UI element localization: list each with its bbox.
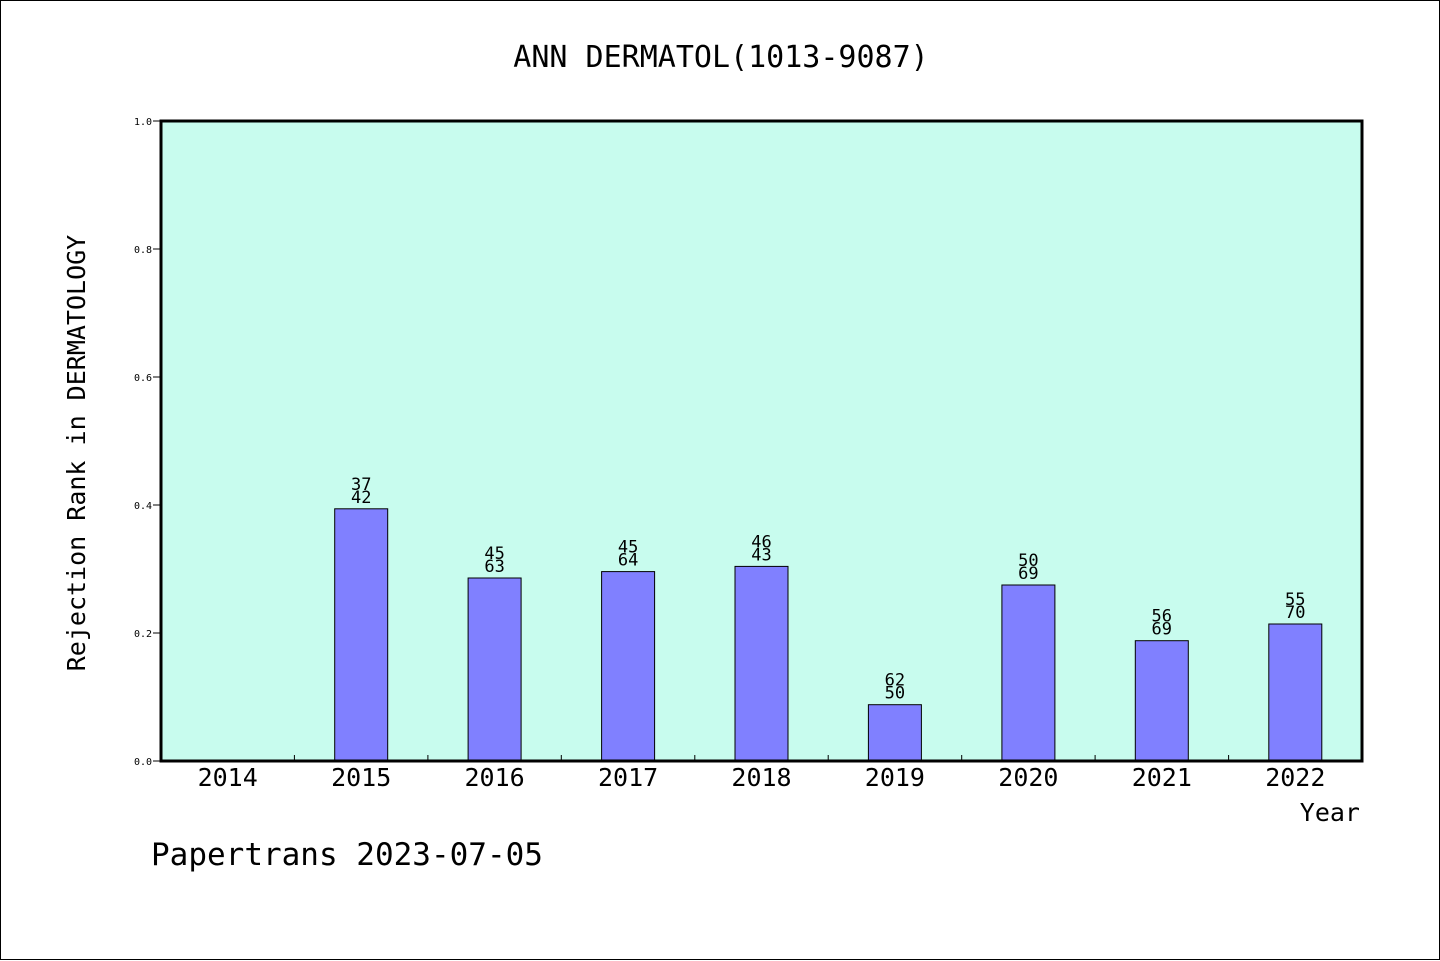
y-tick-label: 0.0	[134, 757, 152, 768]
x-tick-label: 2021	[1132, 763, 1192, 792]
x-tick-label: 2015	[331, 763, 391, 792]
bar-label-bottom: 70	[1285, 603, 1305, 623]
chart-title: ANN DERMATOL(1013-9087)	[513, 40, 928, 75]
bar	[334, 508, 389, 762]
bar-label-bottom: 69	[1018, 564, 1038, 584]
x-tick-label: 2018	[731, 763, 791, 792]
bar-label-bottom: 42	[351, 488, 371, 508]
y-tick-label: 0.2	[134, 629, 152, 640]
bar-label-top: 55	[1285, 590, 1305, 610]
x-tick-label: 2016	[464, 763, 524, 792]
y-axis-label: Rejection Rank in DERMATOLOGY	[62, 235, 91, 672]
bar-label-bottom: 64	[618, 551, 638, 571]
bars-layer	[334, 508, 1323, 762]
bar	[1001, 584, 1056, 762]
x-tick-label: 2014	[198, 763, 258, 792]
x-axis-label: Year	[1300, 798, 1360, 827]
bar-label-bottom: 50	[885, 684, 905, 704]
bar-label-top: 56	[1152, 607, 1172, 627]
bar-label-top: 37	[351, 475, 371, 495]
x-tick-label: 2020	[998, 763, 1058, 792]
bar-label-top: 45	[484, 544, 504, 564]
bar-label-bottom: 63	[484, 557, 504, 577]
x-tick-label: 2022	[1265, 763, 1325, 792]
x-axis: 2014 2015 2016 2017 2018 2019 2020 2021 2022	[198, 755, 1325, 792]
plot-border	[159, 119, 1364, 763]
footer-watermark: Papertrans 2023-07-05	[151, 837, 543, 873]
bar	[1268, 623, 1323, 762]
y-tick-label: 1.0	[134, 117, 152, 128]
bar-label-top: 50	[1018, 551, 1038, 571]
bar-label-bottom: 69	[1152, 620, 1172, 640]
x-tick-label: 2017	[598, 763, 658, 792]
bar	[601, 571, 656, 762]
bar	[1134, 640, 1189, 762]
y-axis: 0.0 0.2 0.4 0.6 0.8 1.0	[134, 117, 161, 768]
bar-label-bottom: 43	[751, 545, 771, 565]
y-tick-label: 0.6	[134, 373, 152, 384]
y-tick-label: 0.8	[134, 245, 152, 256]
y-tick-label: 0.4	[134, 501, 152, 512]
bar-label-top: 46	[751, 532, 771, 552]
bar-label-top: 62	[885, 671, 905, 691]
bar-label-top: 45	[618, 538, 638, 558]
bar	[467, 577, 522, 762]
bar	[734, 565, 789, 762]
bar	[867, 704, 922, 762]
x-tick-label: 2019	[865, 763, 925, 792]
